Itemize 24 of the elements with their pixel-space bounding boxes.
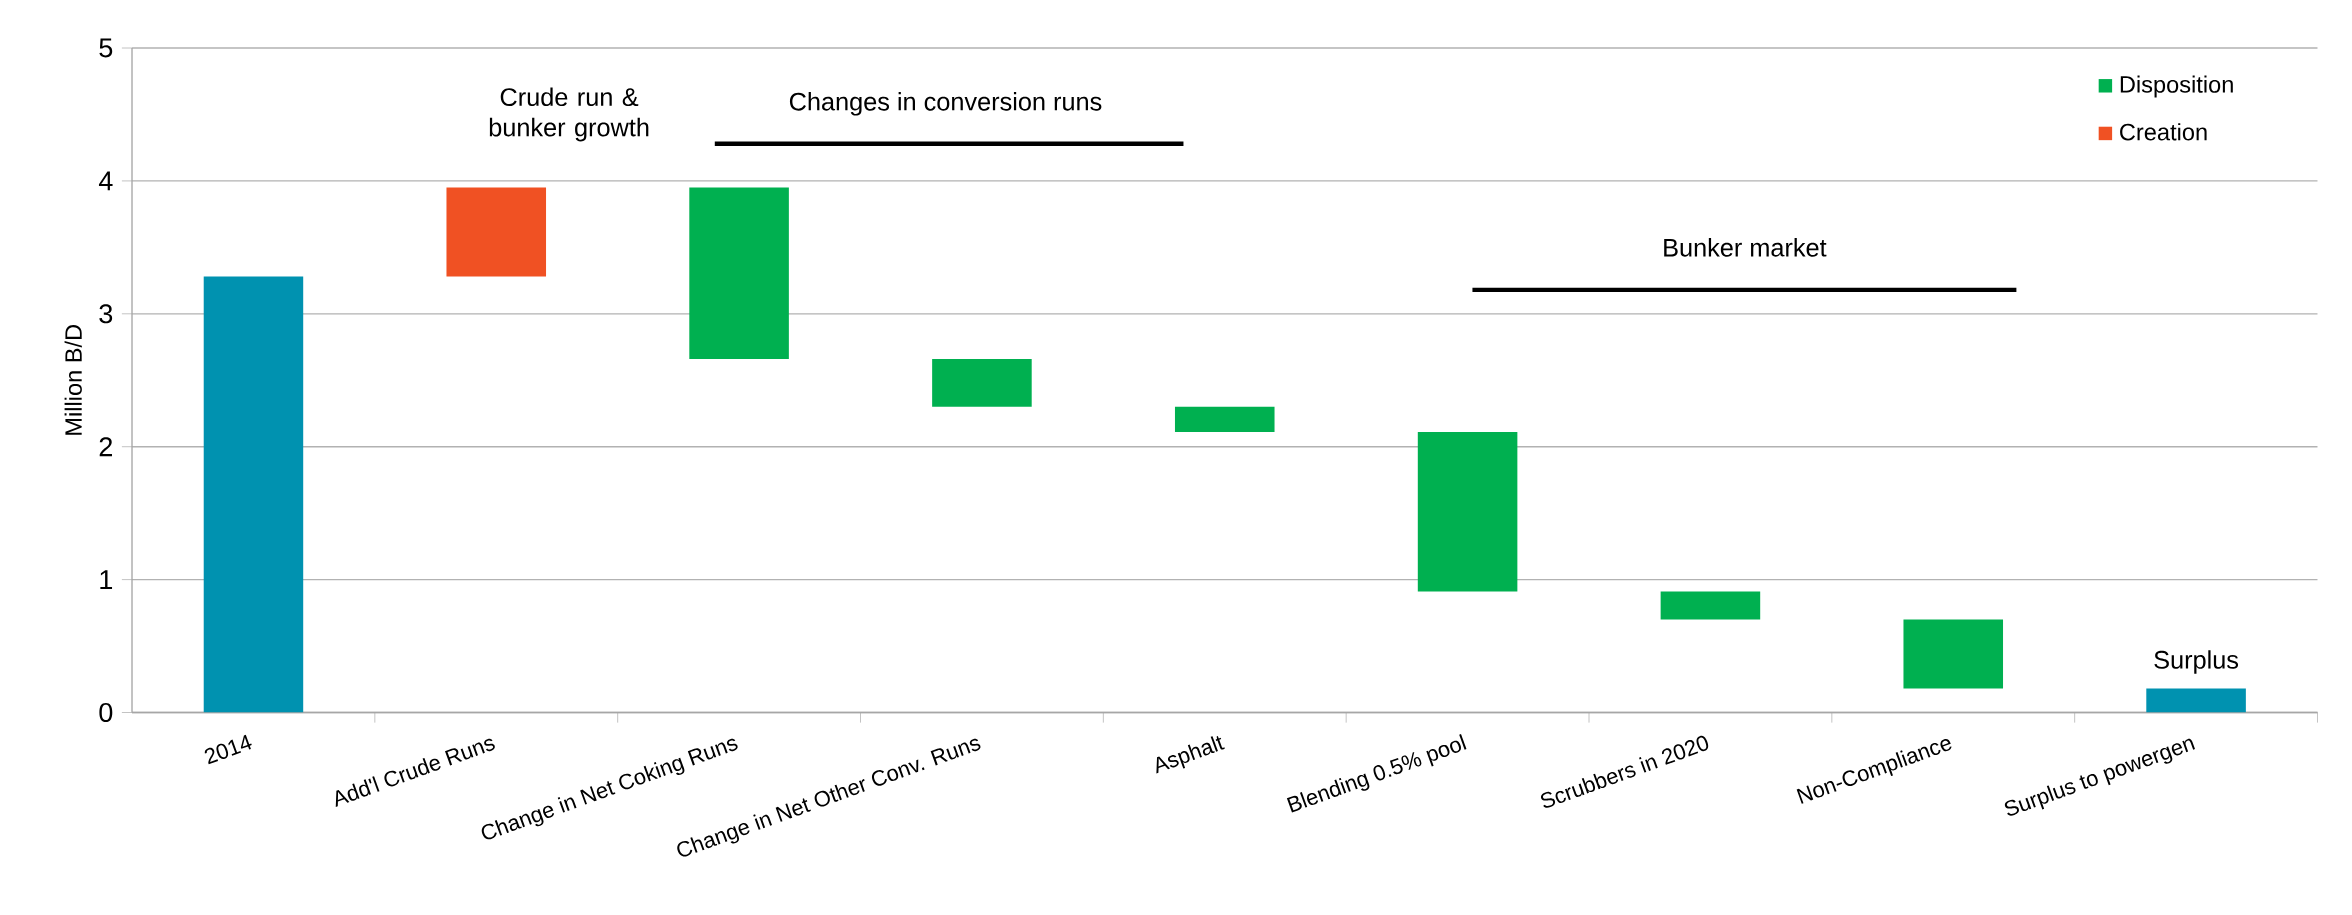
bar — [1903, 619, 2004, 689]
bar — [1660, 591, 1761, 620]
y-tick-label: 0 — [99, 702, 113, 723]
legend-label: Disposition — [2120, 75, 2233, 98]
bar — [446, 187, 547, 277]
y-tick-label: 5 — [99, 38, 113, 58]
annotation: Bunker market — [1664, 238, 1827, 257]
bar — [689, 187, 789, 359]
x-tick-label: Add'l Crude Runs — [335, 738, 495, 808]
bar — [2146, 688, 2246, 713]
bar — [1417, 432, 1518, 592]
annotation: Changes in conversion runs — [789, 92, 1102, 116]
x-tick-label: 2014 — [204, 734, 252, 765]
bar — [932, 359, 1032, 407]
y-tick-label: 2 — [99, 437, 112, 457]
y-tick-label: 1 — [100, 570, 113, 589]
legend-label: Creation — [2120, 123, 2207, 141]
y-tick-label: 3 — [99, 304, 113, 324]
annotation: Crude run & bunker growth — [489, 87, 649, 142]
bar — [203, 276, 304, 713]
bar — [1174, 406, 1275, 433]
y-tick-label: 4 — [98, 171, 113, 191]
annotation: Surplus — [2154, 650, 2239, 674]
y-axis-title: Million B/D — [64, 324, 82, 435]
